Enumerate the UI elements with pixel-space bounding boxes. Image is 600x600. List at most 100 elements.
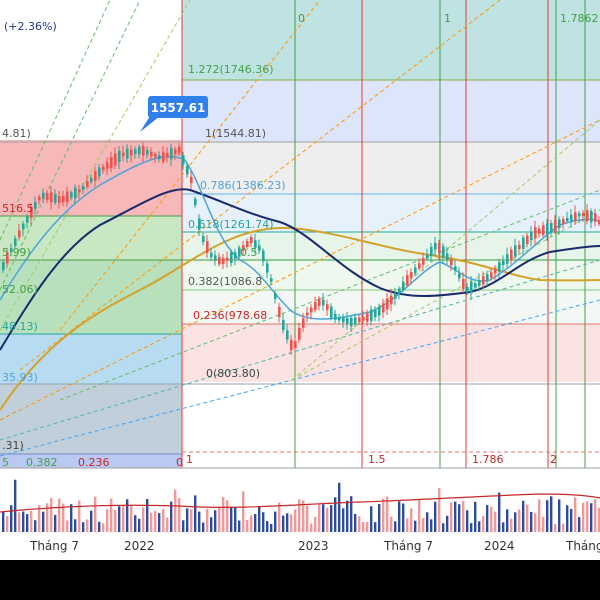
candle-body	[322, 299, 325, 306]
volume-bar	[254, 513, 257, 532]
candle-body	[222, 258, 225, 264]
candle-body	[230, 251, 233, 263]
volume-bar	[98, 521, 101, 532]
candle-body	[30, 206, 33, 219]
candlestick-series	[2, 142, 600, 356]
fib-bottom-label: 0	[176, 456, 183, 469]
candle-body	[318, 298, 321, 306]
candle-body	[86, 181, 89, 187]
volume-bar	[538, 499, 541, 532]
volume-bar	[62, 503, 65, 532]
volume-bar	[402, 503, 405, 532]
candle-body	[450, 259, 453, 266]
time-zone-label-bottom: 2	[550, 453, 557, 466]
candle-body	[150, 151, 153, 157]
volume-bar	[502, 522, 505, 532]
candle-body	[110, 156, 113, 169]
candle-body	[430, 247, 433, 256]
candle-body	[74, 187, 77, 199]
volume-bar	[354, 513, 357, 532]
candle-body	[466, 286, 469, 293]
volume-bar	[218, 506, 221, 532]
volume-bar	[470, 523, 473, 532]
candle-body	[314, 301, 317, 311]
volume-bar	[534, 513, 537, 532]
volume-bar	[270, 523, 273, 532]
volume-bar	[190, 509, 193, 532]
volume-bar	[14, 479, 17, 532]
volume-bar	[390, 516, 393, 532]
volume-bar	[66, 520, 69, 532]
candle-body	[10, 248, 13, 252]
volume-bar	[130, 505, 133, 532]
candle-body	[102, 166, 105, 171]
volume-bar	[342, 508, 345, 532]
candle-body	[534, 227, 537, 239]
candle-body	[218, 256, 221, 265]
volume-bar	[382, 498, 385, 532]
candle-body	[26, 216, 29, 223]
candle-body	[126, 148, 129, 159]
candle-body	[418, 263, 421, 269]
volume-bar	[406, 518, 409, 532]
candle-body	[298, 327, 301, 340]
volume-bar	[478, 521, 481, 532]
left-bottom-labels: 5 0.382 0.236 0	[2, 456, 183, 469]
volume-bar	[286, 513, 289, 532]
volume-bar	[358, 516, 361, 532]
candle-body	[154, 153, 157, 158]
fib-left-labels: 4.81) 516.5 5.99) 52.06) 48.13) 35.93) .31)	[2, 127, 38, 452]
volume-bar	[562, 523, 565, 532]
candle-body	[494, 268, 497, 274]
candle-body	[510, 249, 513, 261]
volume-bar	[86, 519, 89, 532]
volume-bar	[290, 514, 293, 532]
candle-body	[350, 317, 353, 327]
candle-body	[562, 219, 565, 225]
candle-body	[490, 272, 493, 278]
fib-bottom-label: 5	[2, 456, 9, 469]
volume-bar	[530, 511, 533, 532]
candle-body	[138, 146, 141, 155]
candle-body	[226, 257, 229, 261]
fib-level-label: 0.5	[240, 246, 258, 259]
volume-bar	[578, 517, 581, 532]
candle-body	[542, 225, 545, 236]
candle-body	[434, 242, 437, 250]
candle-body	[246, 240, 249, 248]
volume-bar	[370, 506, 373, 532]
volume-bar	[514, 512, 517, 532]
volume-bar	[222, 497, 225, 532]
fib-level-label: 1(1544.81)	[205, 127, 266, 140]
volume-bar	[482, 516, 485, 532]
candle-body	[342, 317, 345, 323]
volume-bar	[490, 506, 493, 532]
fib-level-label: 0(803.80)	[206, 367, 260, 380]
price-callout[interactable]: 1557.61	[140, 96, 208, 132]
volume-bar	[54, 514, 57, 532]
volume-bar	[214, 510, 217, 532]
candle-body	[234, 252, 237, 259]
candle-body	[454, 266, 457, 271]
candle-body	[254, 240, 257, 248]
chart-area[interactable]: 1557.61 (+2.36%) 1.272(1746.36) 1(1544.81…	[0, 0, 600, 560]
candle-body	[190, 176, 193, 184]
fib-bands-left	[0, 140, 182, 468]
volume-bar	[166, 517, 169, 532]
volume-bar	[102, 523, 105, 532]
volume-bar	[506, 509, 509, 532]
candle-body	[194, 198, 197, 206]
volume-bar	[266, 521, 269, 532]
volume-bar	[558, 499, 561, 532]
candle-body	[366, 313, 369, 322]
candle-body	[378, 306, 381, 316]
time-zone-label-bottom: 1.786	[472, 453, 504, 466]
volume-bar	[434, 501, 437, 532]
candle-body	[362, 316, 365, 321]
volume-bar	[34, 520, 37, 532]
candle-body	[2, 261, 5, 271]
candle-body	[582, 212, 585, 217]
time-zone-label-bottom: 1	[186, 453, 193, 466]
candle-body	[290, 339, 293, 351]
volume-bar	[298, 499, 301, 532]
